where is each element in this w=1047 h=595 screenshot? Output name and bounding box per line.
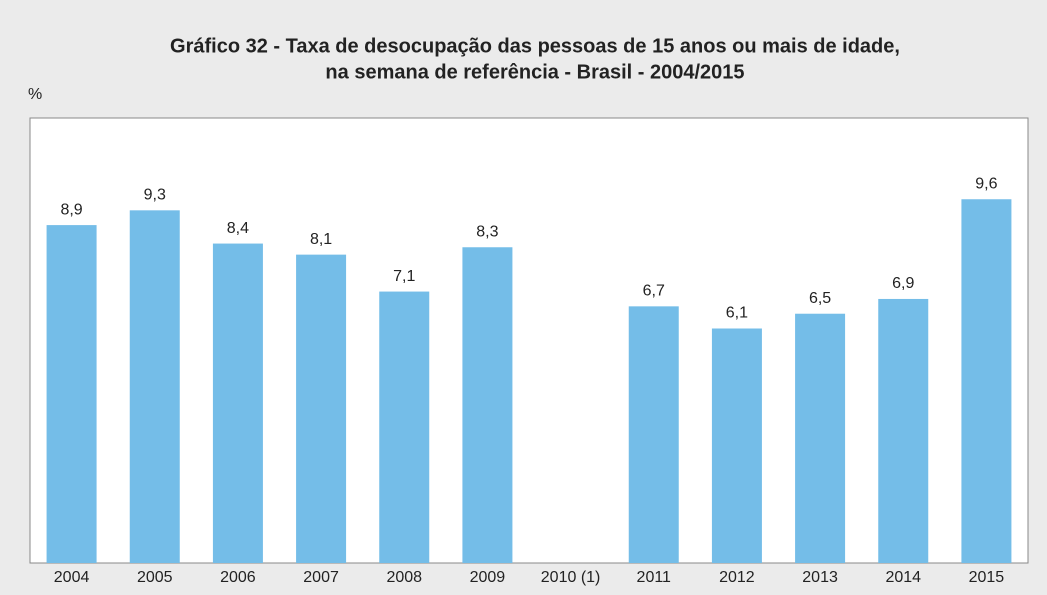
- x-tick-label: 2011: [637, 569, 672, 586]
- bar: [212, 243, 263, 563]
- bar: [462, 247, 513, 563]
- data-label: 6,7: [643, 283, 665, 300]
- data-label: 9,6: [975, 175, 997, 192]
- data-label: 8,4: [227, 220, 249, 237]
- x-tick-label: 2005: [137, 569, 173, 586]
- x-tick-label: 2014: [885, 569, 921, 586]
- x-tick-label: 2007: [303, 569, 339, 586]
- y-axis-label: %: [28, 86, 42, 103]
- data-label: 7,1: [393, 268, 415, 285]
- bar: [628, 306, 679, 563]
- bar: [711, 328, 762, 563]
- data-label: 8,3: [476, 223, 498, 240]
- bar: [795, 313, 846, 563]
- x-tick-label: 2009: [470, 569, 506, 586]
- bar: [379, 291, 430, 563]
- x-tick-label: 2010 (1): [541, 569, 601, 586]
- bar: [129, 210, 180, 563]
- x-tick-label: 2008: [386, 569, 422, 586]
- x-tick-label: 2006: [220, 569, 256, 586]
- bar: [296, 254, 347, 563]
- data-label: 6,1: [726, 305, 748, 322]
- data-label: 6,9: [892, 275, 914, 292]
- chart-title: Gráfico 32 - Taxa de desocupação das pes…: [170, 35, 900, 57]
- data-label: 9,3: [144, 187, 166, 204]
- x-tick-label: 2015: [969, 569, 1005, 586]
- data-label: 8,1: [310, 231, 332, 248]
- data-label: 8,9: [60, 201, 82, 218]
- x-tick-label: 2004: [54, 569, 90, 586]
- plot-area: [29, 117, 1029, 564]
- bar: [46, 225, 97, 563]
- bar: [878, 298, 929, 563]
- chart-title: na semana de referência - Brasil - 2004/…: [325, 61, 744, 83]
- x-tick-label: 2012: [719, 569, 755, 586]
- data-label: 6,5: [809, 290, 831, 307]
- bar: [961, 199, 1012, 563]
- x-tick-label: 2013: [802, 569, 838, 586]
